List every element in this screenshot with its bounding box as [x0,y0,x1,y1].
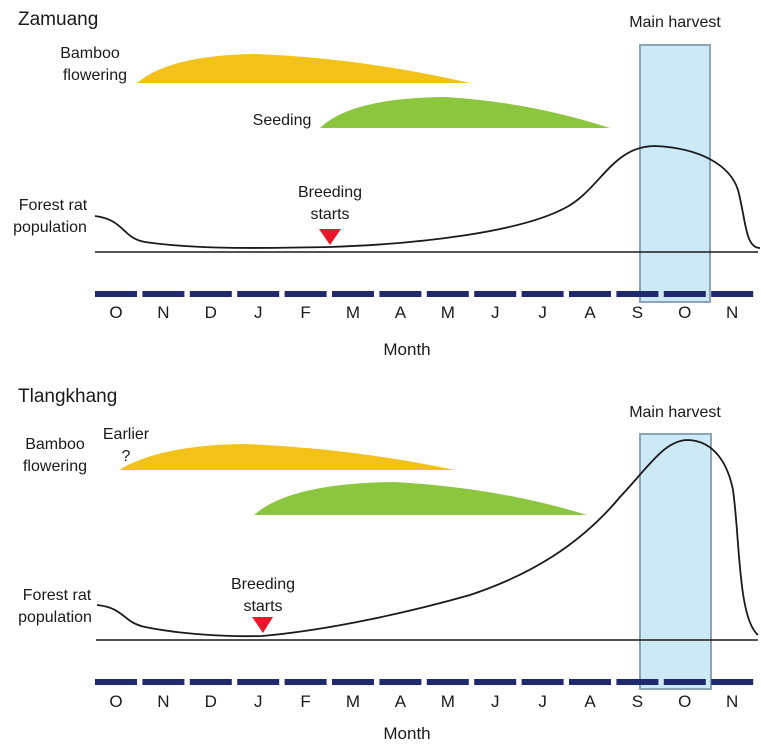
main-harvest-band [639,433,712,690]
month-label: S [632,303,643,322]
month-label: J [491,692,500,711]
month-label: A [395,303,407,322]
month-bar [95,291,137,297]
main-harvest-band [639,44,711,303]
month-bar [237,679,280,685]
month-label: M [346,303,360,322]
month-label: N [726,692,738,711]
breeding-starts-label: Breeding [298,184,362,201]
seeding-label: Seeding [253,112,312,129]
month-bar [189,679,232,685]
month-label: N [157,692,169,711]
month-label: A [584,692,596,711]
x-axis-title: Month [383,724,430,743]
month-label: D [205,303,217,322]
month-bar [711,679,754,685]
month-label: F [300,303,310,322]
bamboo-flowering-shape [137,54,470,83]
bamboo-flowering-shape [119,444,455,470]
month-label: O [109,692,122,711]
month-bar [521,679,564,685]
earlier-label: Earlier [103,426,150,443]
month-bar [663,679,706,685]
site-title: Tlangkhang [18,386,117,407]
site-title: Zamuang [18,9,98,30]
panel-tlangkhang: Main harvest Tlangkhang Bamboo flowering… [18,386,759,743]
month-bar [142,679,185,685]
month-label: O [109,303,122,322]
forest-rat-population-curve [96,439,759,638]
month-label: M [441,692,455,711]
month-label: N [157,303,169,322]
month-bar [616,679,659,685]
month-bar [426,679,469,685]
month-bar [426,291,469,297]
forest-rat-population-label: Forest rat [19,197,88,214]
month-bar [569,291,611,297]
main-harvest-label: Main harvest [629,14,721,31]
month-label: A [395,692,407,711]
month-bar [616,291,659,297]
month-label: M [441,303,455,322]
month-label: O [678,303,691,322]
seeding-shape [254,482,587,515]
forest-rat-population-label: Forest rat [23,587,92,604]
month-bar [521,291,564,297]
month-bar [142,291,185,297]
month-bar [189,291,232,297]
month-label: J [491,303,500,322]
breeding-start-marker [252,617,273,633]
month-label: A [584,303,596,322]
month-bar [332,679,374,685]
main-harvest-label: Main harvest [629,404,721,421]
month-label: J [538,303,547,322]
forest-rat-population-label-2: population [13,219,87,236]
month-bar [332,291,374,297]
month-bar [569,679,611,685]
month-label: M [346,692,360,711]
forest-rat-population-label-2: population [18,609,92,626]
seeding-shape [320,97,610,128]
month-bar [474,679,517,685]
month-label: J [254,303,263,322]
month-bar [711,291,754,297]
bamboo-flowering-label-2: flowering [63,67,127,84]
month-bar [284,291,327,297]
month-label: F [300,692,310,711]
breeding-start-marker [319,229,341,245]
month-bar [474,291,517,297]
breeding-starts-label-2: starts [243,598,282,615]
bamboo-flowering-label-2: flowering [23,458,87,475]
bamboo-flowering-label: Bamboo [60,45,120,62]
month-label: O [678,692,691,711]
month-label: J [254,692,263,711]
breeding-starts-label: Breeding [231,576,295,593]
panel-zamuang: Main harvest Zamuang Bamboo flowering Se… [13,9,761,359]
month-bar [95,679,137,685]
month-label: N [726,303,738,322]
month-label: S [632,692,643,711]
month-label: D [205,692,217,711]
month-bar [663,291,706,297]
earlier-question-mark: ? [122,448,131,465]
forest-rat-population-curve [94,145,761,249]
bamboo-flowering-label: Bamboo [25,436,85,453]
month-bar [379,679,422,685]
x-axis-title: Month [383,340,430,359]
month-label: J [538,692,547,711]
month-bar [284,679,327,685]
month-bar [379,291,422,297]
breeding-starts-label-2: starts [310,206,349,223]
month-bar [237,291,280,297]
